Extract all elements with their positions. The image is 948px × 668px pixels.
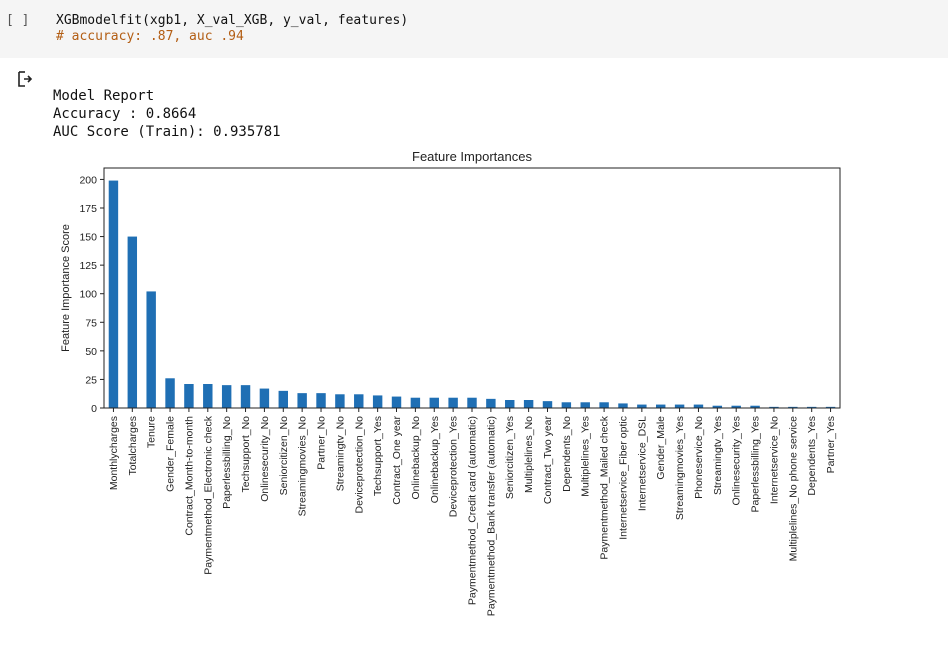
plot-frame — [103, 167, 841, 409]
bar-8 — [259, 388, 270, 408]
x-tick-label-2: Tenure — [146, 416, 158, 448]
x-tick-label-27: Internetservice_Fiber optic — [617, 416, 629, 540]
y-tick-label-7: 175 — [79, 203, 97, 215]
code-line[interactable]: XGBmodelfit(xgb1, X_val_XGB, y_val, feat… — [56, 13, 409, 28]
x-tick-label-20: Paymentmethod_Bank transfer (automatic) — [485, 416, 497, 616]
x-tick-label-25: Multiplelines_Yes — [580, 416, 592, 497]
accuracy-line: Accuracy : 0.8664 — [53, 106, 197, 122]
y-tick-label-4: 100 — [79, 289, 97, 301]
x-tick-label-0: Monthlycharges — [108, 416, 120, 490]
code-cell[interactable]: [ ] XGBmodelfit(xgb1, X_val_XGB, y_val, … — [0, 0, 948, 58]
bar-32 — [712, 405, 723, 408]
y-tick-label-0: 0 — [91, 403, 97, 415]
auc-line: AUC Score (Train): 0.935781 — [53, 124, 281, 140]
bar-12 — [335, 394, 345, 408]
cell-prompt: [ ] — [6, 13, 30, 28]
bar-29 — [656, 404, 666, 408]
y-tick-label-6: 150 — [79, 232, 97, 244]
x-tick-label-35: Internetservice_No — [768, 416, 780, 504]
chart-title: Feature Importances — [412, 149, 532, 164]
x-tick-label-10: Streamingmovies_No — [297, 416, 309, 517]
bar-31 — [693, 404, 704, 408]
x-tick-label-4: Contract_Month-to-month — [183, 416, 195, 536]
x-tick-label-37: Dependents_Yes — [806, 416, 818, 496]
y-tick-label-8: 200 — [79, 174, 97, 186]
x-tick-label-14: Techsupport_Yes — [372, 416, 384, 496]
output-arrow-icon — [18, 71, 33, 87]
x-tick-label-28: Internetservice_DSL — [636, 416, 648, 511]
x-tick-label-8: Onlinesecurity_No — [259, 416, 271, 502]
x-tick-label-3: Gender_Female — [165, 416, 177, 492]
x-tick-label-19: Paymentmethod_Credit card (automatic) — [467, 416, 479, 605]
x-tick-label-16: Onlinebackup_No — [410, 416, 422, 500]
x-tick-label-36: Multiplelines_No phone service — [787, 416, 799, 561]
x-tick-label-23: Contract_Two year — [542, 415, 554, 504]
bar-15 — [391, 396, 402, 408]
bar-27 — [618, 403, 628, 408]
x-tick-label-18: Deviceprotection_Yes — [448, 416, 460, 517]
bar-26 — [599, 402, 609, 408]
x-tick-label-38: Partner_Yes — [825, 416, 837, 473]
bar-28 — [637, 404, 647, 408]
y-tick-label-1: 25 — [85, 374, 97, 386]
x-tick-label-1: Totalcharges — [127, 416, 139, 476]
x-tick-label-32: Streamingtv_Yes — [712, 416, 724, 495]
x-tick-label-34: Paperlessbilling_Yes — [750, 416, 762, 513]
y-axis-label: Feature Importance Score — [60, 224, 72, 352]
bar-18 — [448, 397, 458, 408]
bar-9 — [278, 390, 288, 408]
bar-2 — [146, 291, 156, 408]
code-comment[interactable]: # accuracy: .87, auc .94 — [56, 29, 244, 44]
y-tick-label-2: 50 — [85, 346, 97, 358]
x-tick-label-9: Seniorcitizen_No — [278, 416, 290, 496]
x-tick-label-15: Contract_One year — [391, 416, 403, 505]
y-tick-label-5: 125 — [79, 260, 97, 272]
y-tick-label-3: 75 — [85, 317, 97, 329]
bar-35 — [769, 406, 779, 408]
bar-4 — [184, 384, 194, 408]
bar-38 — [825, 406, 836, 408]
x-tick-label-21: Seniorcitizen_Yes — [504, 416, 516, 499]
bar-21 — [505, 400, 515, 408]
bar-5 — [203, 384, 213, 408]
x-tick-label-7: Techsupport_No — [240, 416, 252, 493]
x-tick-label-6: Paperlessbilling_No — [221, 416, 233, 509]
bar-24 — [561, 402, 572, 408]
x-tick-label-17: Onlinebackup_Yes — [429, 416, 441, 503]
bar-19 — [467, 397, 477, 408]
bar-0 — [108, 180, 119, 408]
bar-16 — [410, 397, 421, 408]
x-tick-label-29: Gender_Male — [655, 416, 667, 480]
report-heading: Model Report — [53, 88, 155, 104]
bar-11 — [316, 393, 326, 408]
feature-importance-chart: Feature Importances 0 25 50 75 100 125 150 175 20… — [60, 149, 841, 616]
x-tick-label-26: Paymentmethod_Mailed check — [599, 415, 611, 559]
bar-1 — [127, 236, 138, 408]
bar-23 — [542, 401, 553, 408]
bar-30 — [674, 404, 685, 408]
x-tick-label-13: Deviceprotection_No — [353, 416, 365, 514]
x-tick-label-5: Paymentmethod_Electronic check — [202, 415, 214, 574]
bar-13 — [354, 394, 364, 408]
bar-22 — [523, 400, 534, 408]
x-tick-label-24: Dependents_No — [561, 416, 573, 492]
bar-7 — [240, 385, 251, 408]
bar-17 — [429, 397, 439, 408]
bar-10 — [297, 393, 307, 408]
bar-37 — [806, 406, 817, 408]
bar-25 — [580, 402, 590, 408]
bar-14 — [372, 395, 383, 408]
bar-20 — [486, 398, 496, 408]
bar-33 — [731, 405, 741, 408]
x-tick-label-22: Multiplelines_No — [523, 416, 535, 493]
bar-34 — [750, 405, 760, 408]
x-tick-label-33: Onlinesecurity_Yes — [731, 416, 743, 506]
bar-36 — [788, 406, 798, 408]
x-tick-label-12: Streamingtv_No — [334, 416, 346, 491]
x-tick-label-30: Streamingmovies_Yes — [674, 416, 686, 520]
x-tick-label-11: Partner_No — [316, 416, 328, 470]
x-tick-label-31: Phoneservice_No — [693, 416, 705, 499]
bar-6 — [221, 385, 232, 408]
bar-3 — [165, 378, 175, 408]
